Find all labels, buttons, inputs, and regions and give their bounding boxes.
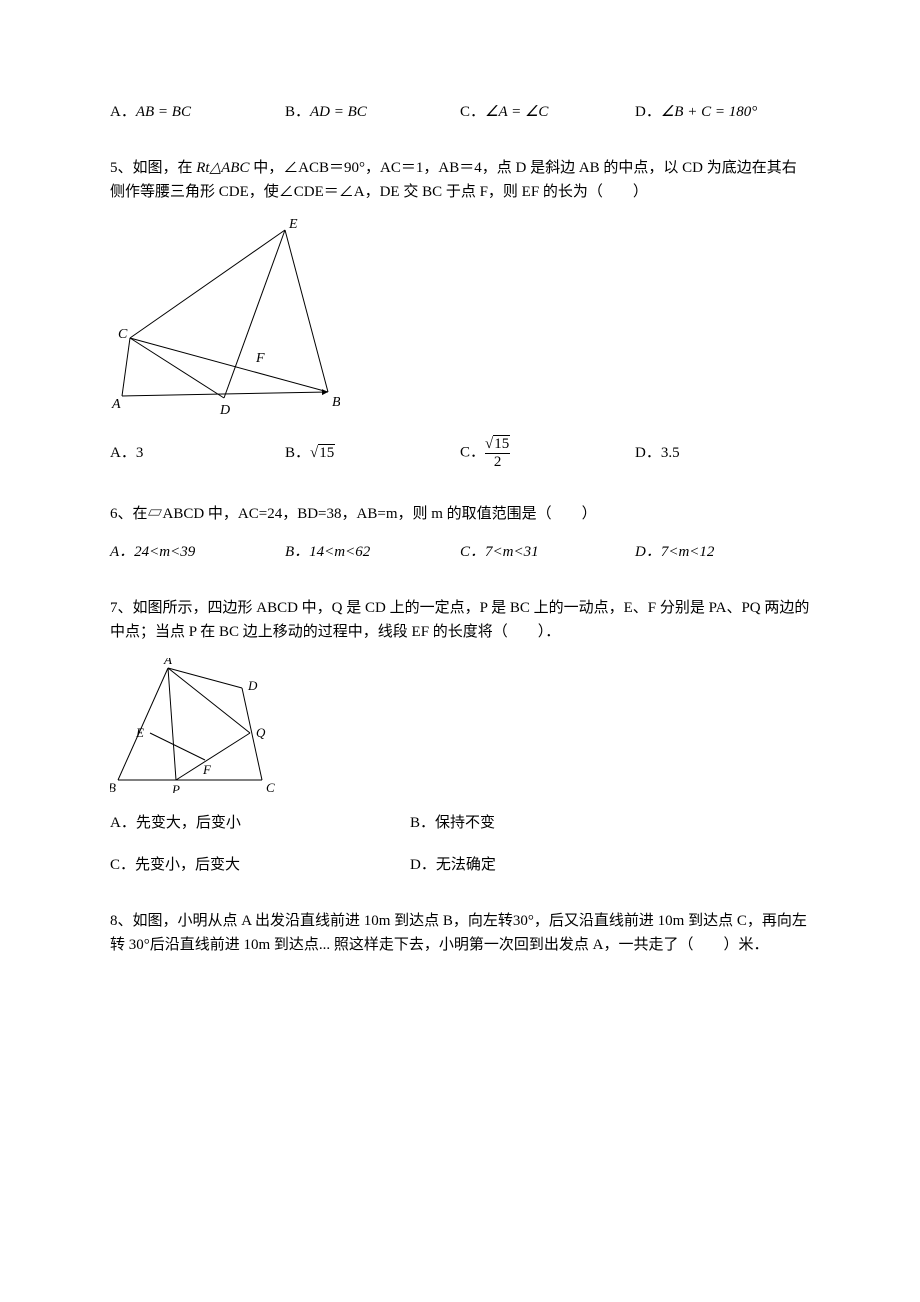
q5-option-a: A．3: [110, 441, 285, 465]
opt-label: B．: [285, 445, 310, 461]
q7-options-row-2: C．先变小，后变大 D．无法确定: [110, 853, 810, 883]
q4-option-d: D．∠B + C = 180°: [635, 100, 810, 124]
q4-option-c: C．∠A = ∠C: [460, 100, 635, 124]
svg-text:F: F: [255, 351, 265, 366]
svg-text:C: C: [266, 780, 275, 793]
svg-text:E: E: [288, 218, 298, 232]
q7-option-a: A．先变大，后变小: [110, 811, 410, 835]
sqrt-radicand: 15: [493, 435, 510, 452]
q5-stem: 5、如图，在 Rt△ABC 中，∠ACB＝90°，AC＝1，AB＝4，点 D 是…: [110, 156, 810, 204]
svg-text:B: B: [110, 780, 116, 793]
svg-text:Q: Q: [256, 725, 266, 740]
q5-figure: A B C D E F: [110, 218, 810, 418]
q7-option-b: B．保持不变: [410, 811, 710, 835]
opt-body: AB = BC: [136, 104, 191, 120]
opt-label: C．: [460, 444, 485, 460]
q8-stem: 8、如图，小明从点 A 出发沿直线前进 10m 到达点 B，向左转30°，后又沿…: [110, 909, 810, 957]
svg-text:C: C: [118, 327, 128, 342]
fraction-den: 2: [485, 453, 510, 471]
q6-option-b: B．14<m<62: [285, 540, 460, 564]
opt-label: A．: [110, 104, 136, 120]
q4-options-row: A．AB = BC B．AD = BC C．∠A = ∠C D．∠B + C =…: [110, 100, 810, 130]
svg-text:F: F: [202, 762, 212, 777]
svg-text:D: D: [247, 678, 258, 693]
q6-option-a: A．24<m<39: [110, 540, 285, 564]
sqrt-symbol: √: [485, 436, 493, 452]
q4-option-b: B．AD = BC: [285, 100, 460, 124]
svg-text:A: A: [111, 397, 121, 412]
q7-options-row: A．先变大，后变小 B．保持不变: [110, 811, 810, 841]
svg-text:A: A: [163, 658, 172, 667]
q6-option-c: C．7<m<31: [460, 540, 635, 564]
q7-figure: A B C D Q P E F: [110, 658, 810, 793]
opt-body: ∠B + C = 180°: [661, 104, 757, 120]
svg-text:D: D: [219, 403, 230, 418]
opt-label: D．: [635, 104, 661, 120]
q5-diagram: A B C D E F: [110, 218, 340, 418]
q7-option-d: D．无法确定: [410, 853, 710, 877]
opt-body: AD = BC: [310, 104, 367, 120]
q5-option-d: D．3.5: [635, 441, 810, 465]
q7-option-c: C．先变小，后变大: [110, 853, 410, 877]
q5-option-b: B．√15: [285, 441, 460, 465]
q5-option-c: C． √15 2: [460, 436, 635, 470]
sqrt-symbol: √: [310, 445, 318, 461]
svg-text:E: E: [135, 725, 144, 740]
opt-label: B．: [285, 104, 310, 120]
q4-option-a: A．AB = BC: [110, 100, 285, 124]
svg-text:P: P: [171, 782, 180, 793]
opt-body: ∠A = ∠C: [485, 104, 548, 120]
q6-options-row: A．24<m<39 B．14<m<62 C．7<m<31 D．7<m<12: [110, 540, 810, 570]
sqrt-radicand: 15: [318, 444, 335, 461]
q5-text1: 5、如图，在: [110, 160, 196, 176]
q5-rt: Rt△ABC: [196, 160, 249, 176]
q6-option-d: D．7<m<12: [635, 540, 810, 564]
page: A．AB = BC B．AD = BC C．∠A = ∠C D．∠B + C =…: [0, 0, 920, 1302]
q7-diagram: A B C D Q P E F: [110, 658, 280, 793]
q6-stem: 6、在▱ABCD 中，AC=24，BD=38，AB=m，则 m 的取值范围是（ …: [110, 502, 810, 526]
svg-text:B: B: [332, 395, 340, 410]
q7-stem: 7、如图所示，四边形 ABCD 中，Q 是 CD 上的一定点，P 是 BC 上的…: [110, 596, 810, 644]
opt-label: C．: [460, 104, 485, 120]
q5-options-row: A．3 B．√15 C． √15 2 D．3.5: [110, 436, 810, 476]
